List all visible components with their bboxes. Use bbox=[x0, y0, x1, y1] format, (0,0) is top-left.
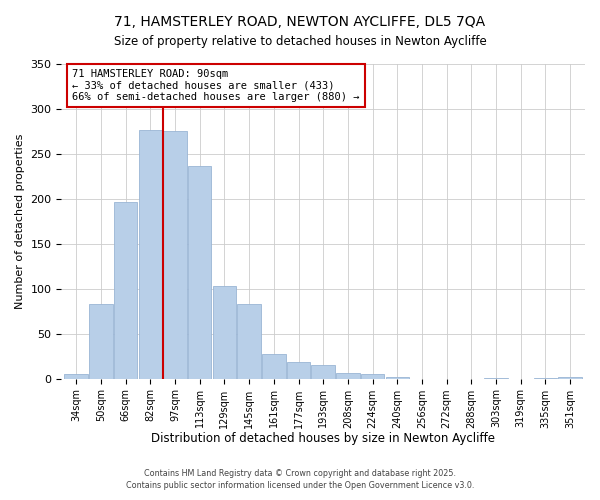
Text: Size of property relative to detached houses in Newton Aycliffe: Size of property relative to detached ho… bbox=[113, 35, 487, 48]
Bar bbox=[559, 377, 582, 378]
Bar bbox=[386, 377, 409, 378]
Bar bbox=[238, 304, 261, 378]
Bar bbox=[114, 202, 137, 378]
Text: Contains HM Land Registry data © Crown copyright and database right 2025.
Contai: Contains HM Land Registry data © Crown c… bbox=[126, 468, 474, 490]
Bar bbox=[64, 374, 88, 378]
Text: 71 HAMSTERLEY ROAD: 90sqm
← 33% of detached houses are smaller (433)
66% of semi: 71 HAMSTERLEY ROAD: 90sqm ← 33% of detac… bbox=[72, 68, 359, 102]
Bar bbox=[336, 373, 359, 378]
Bar bbox=[89, 304, 113, 378]
Y-axis label: Number of detached properties: Number of detached properties bbox=[15, 134, 25, 309]
Bar bbox=[188, 166, 211, 378]
Bar bbox=[139, 130, 162, 378]
Bar bbox=[212, 286, 236, 378]
Bar bbox=[361, 374, 385, 378]
Bar bbox=[163, 132, 187, 378]
Bar bbox=[287, 362, 310, 378]
Bar bbox=[311, 365, 335, 378]
X-axis label: Distribution of detached houses by size in Newton Aycliffe: Distribution of detached houses by size … bbox=[151, 432, 495, 445]
Text: 71, HAMSTERLEY ROAD, NEWTON AYCLIFFE, DL5 7QA: 71, HAMSTERLEY ROAD, NEWTON AYCLIFFE, DL… bbox=[115, 15, 485, 29]
Bar bbox=[262, 354, 286, 378]
